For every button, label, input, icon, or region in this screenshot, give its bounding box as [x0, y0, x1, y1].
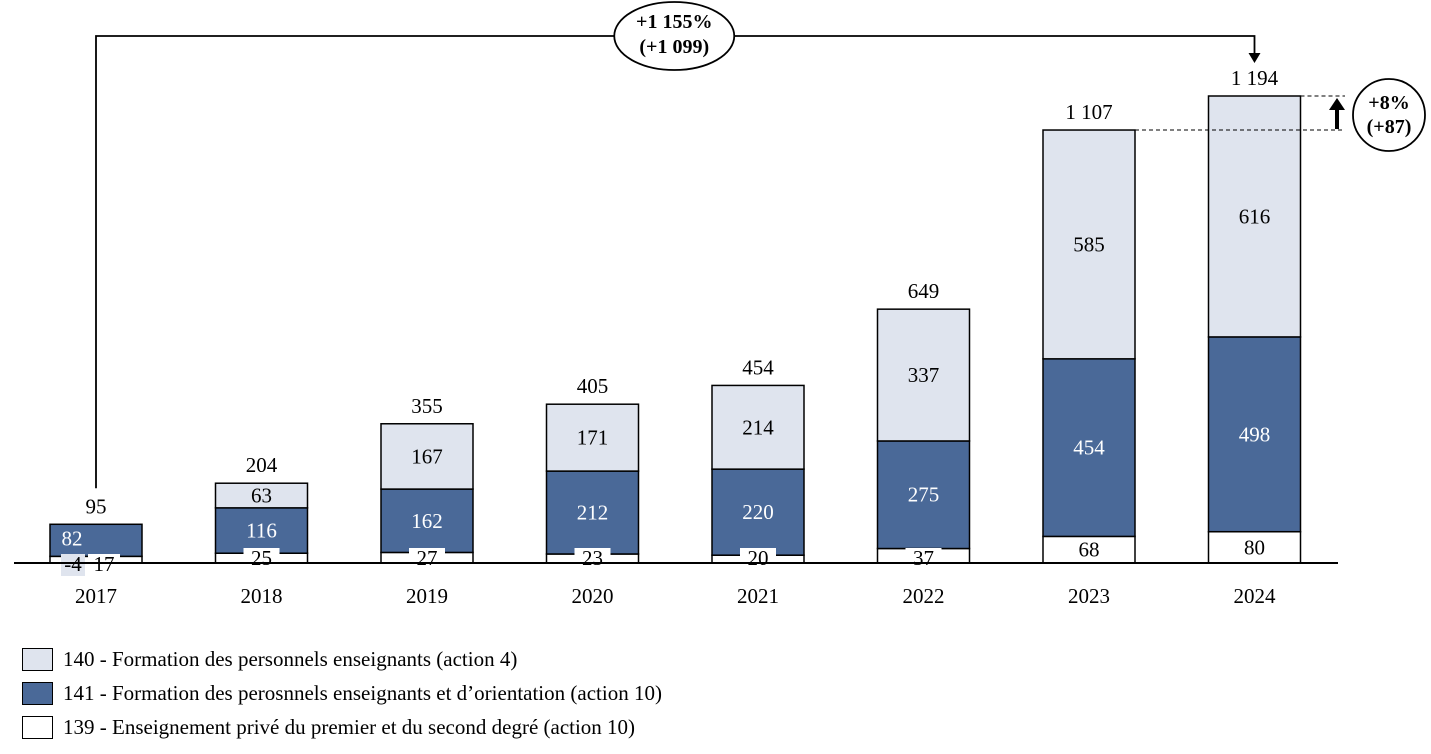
legend-label-141: 141 - Formation des perosnnels enseignan…	[63, 680, 662, 705]
legend-label-139: 139 - Enseignement privé du premier et d…	[63, 714, 636, 739]
x-tick-label-2023: 2023	[1068, 584, 1110, 608]
bar-139-2024	[1207, 530, 1302, 564]
overall-change-pct: +1 155%	[636, 11, 712, 33]
value-label-140-2023: 585	[1073, 232, 1105, 256]
value-label-bg-139-2021	[740, 548, 776, 570]
value-label-141-2023: 454	[1073, 436, 1105, 460]
value-label-140-2020: 171	[577, 426, 609, 450]
total-label-2023: 1 107	[1065, 100, 1112, 124]
bar-140-2017	[61, 554, 85, 576]
last-change-abs: (+87)	[1367, 116, 1412, 138]
total-label-2024: 1 194	[1231, 66, 1279, 90]
total-label-2022: 649	[908, 279, 940, 303]
total-label-2021: 454	[742, 355, 774, 379]
last-change-arrowhead	[1329, 98, 1345, 110]
x-tick-label-2019: 2019	[406, 584, 448, 608]
value-label-141-2020: 212	[577, 501, 609, 525]
value-label-140-2019: 167	[411, 444, 443, 468]
value-label-bg-139-2019	[409, 548, 445, 570]
x-tick-label-2024: 2024	[1234, 584, 1277, 608]
value-label-139-2020: 23	[582, 546, 603, 570]
stacked-bar-chart: 82-4 179520172511663204201827162167355201…	[14, 1, 1426, 608]
legend-swatch-141	[22, 681, 53, 705]
value-label-bg-139-2022	[905, 548, 942, 570]
bar-140-2019	[380, 423, 474, 490]
value-label-140-2018: 63	[251, 484, 272, 508]
value-label-139-2023: 68	[1079, 538, 1100, 562]
value-label-bg-139-2017	[88, 554, 120, 576]
x-tick-label-2017: 2017	[75, 584, 117, 608]
last-change-pct: +8%	[1368, 92, 1409, 114]
bar-140-2022	[876, 308, 971, 442]
total-label-2020: 405	[577, 374, 609, 398]
bar-140-2020	[545, 403, 640, 472]
x-tick-label-2018: 2018	[241, 584, 283, 608]
total-label-2018: 204	[246, 453, 278, 477]
value-label-141-2024: 498	[1239, 422, 1271, 446]
legend-label-140: 140 - Formation des personnels enseignan…	[63, 646, 518, 671]
value-label-140-2021: 214	[742, 415, 774, 439]
legend-swatch-140	[22, 647, 53, 671]
bar-141-2023	[1042, 358, 1136, 538]
value-label-bg-139-2018	[243, 548, 280, 570]
x-tick-label-2022: 2022	[903, 584, 945, 608]
value-label-139-2024: 80	[1244, 535, 1265, 559]
annotations-layer: +1 155% (+1 099) +8%(+87)	[95, 1, 1426, 489]
x-tick-label-2020: 2020	[572, 584, 614, 608]
bar-140-2024	[1207, 95, 1302, 338]
value-label-140-2022: 337	[908, 363, 940, 387]
value-label-140-2024: 616	[1239, 204, 1271, 228]
overall-change-abs: (+1 099)	[639, 36, 709, 58]
bar-141-2017	[49, 523, 143, 558]
value-label-141-2019: 162	[411, 509, 443, 533]
value-label-141-2018: 116	[246, 519, 277, 543]
legend-item-140: 140 - Formation des personnels enseignan…	[22, 642, 662, 676]
value-label-139-2021: 20	[748, 546, 769, 570]
value-label-141-2017: 82	[62, 526, 83, 550]
bars-layer: 82-4 179520172511663204201827162167355201…	[49, 66, 1302, 608]
bar-140-2023	[1042, 129, 1136, 360]
legend-item-141: 141 - Formation des perosnnels enseignan…	[22, 676, 662, 710]
bar-141-2024	[1207, 336, 1302, 533]
legend-item-139: 139 - Enseignement privé du premier et d…	[22, 710, 662, 744]
value-label-141-2022: 275	[908, 483, 940, 507]
bar-140-2021	[711, 384, 805, 470]
value-label-139-2022: 37	[913, 546, 934, 570]
bar-141-2020	[545, 470, 640, 555]
bar-141-2022	[876, 440, 971, 550]
total-label-2017: 95	[86, 494, 107, 518]
overall-change-bubble	[613, 1, 736, 71]
x-tick-label-2021: 2021	[737, 584, 779, 608]
value-label-139-2019: 27	[417, 546, 438, 570]
last-change-bubble	[1352, 78, 1426, 152]
legend-swatch-139	[22, 715, 53, 739]
value-label-bg-139-2020	[574, 548, 611, 570]
overall-change-arrowhead	[1248, 53, 1261, 63]
legend: 140 - Formation des personnels enseignan…	[22, 642, 662, 744]
bar-141-2021	[711, 468, 805, 556]
value-label-139-2018: 25	[251, 546, 272, 570]
bar-140-2018	[214, 482, 309, 509]
total-label-2019: 355	[411, 394, 443, 418]
value-label-141-2021: 220	[742, 500, 774, 524]
